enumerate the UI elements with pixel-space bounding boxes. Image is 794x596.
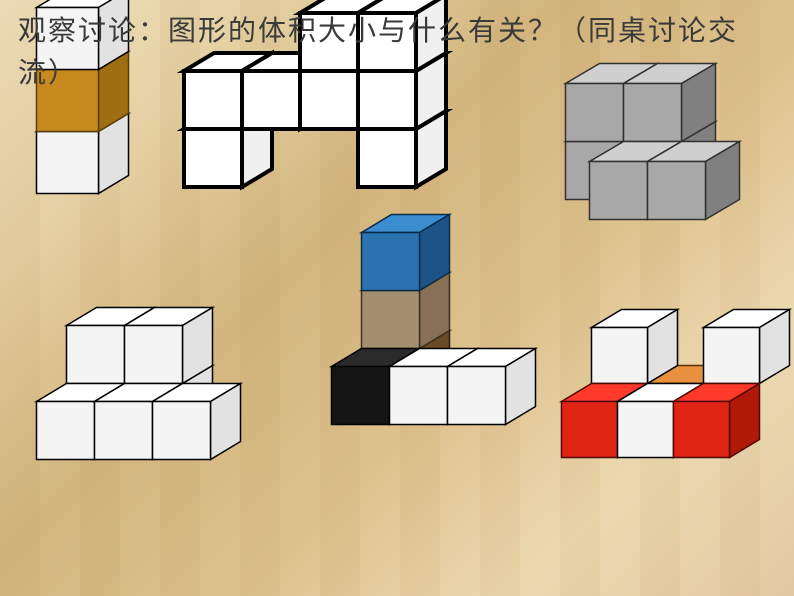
question-text: 观察讨论：图形的体积大小与什么有关？（同桌讨论交流） xyxy=(18,10,776,94)
